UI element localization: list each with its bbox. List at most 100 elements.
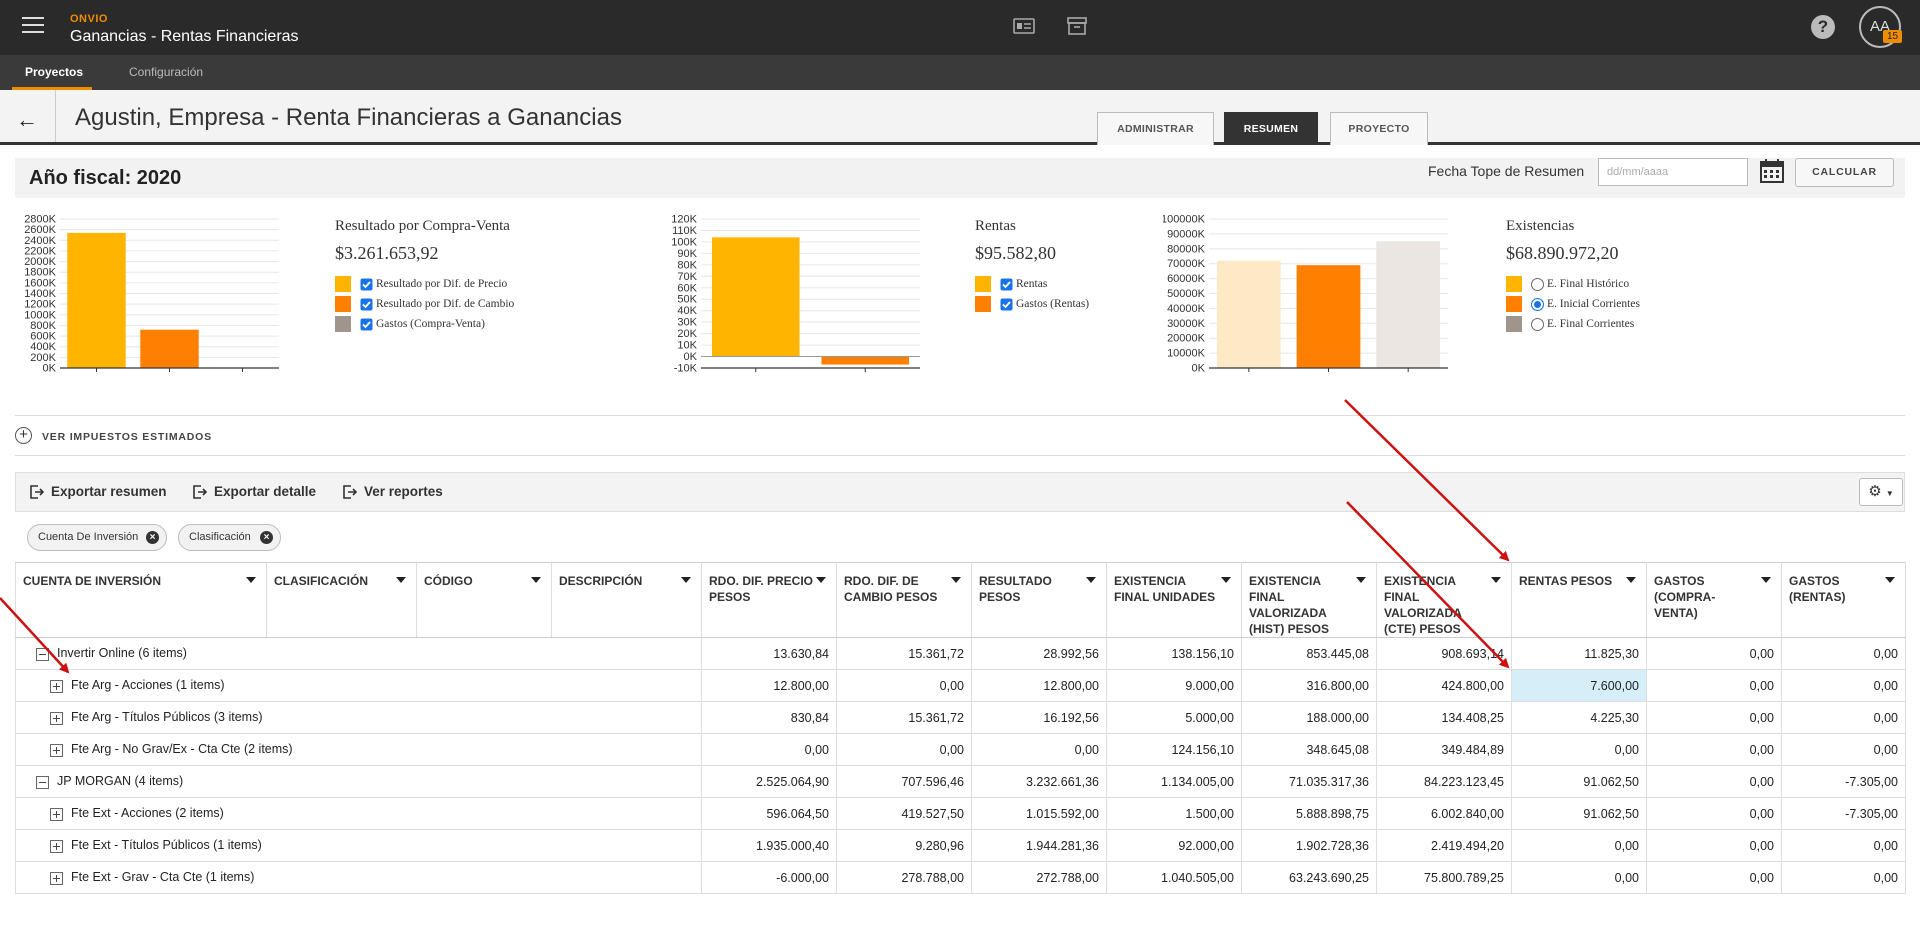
tab-proyecto[interactable]: PROYECTO	[1330, 112, 1428, 145]
subgroup-row[interactable]: Fte Arg - Acciones (1 items) 12.800,00 0,0…	[15, 669, 1906, 702]
table-cell[interactable]: 0,00	[1646, 637, 1782, 670]
table-cell[interactable]: 1.015.592,00	[971, 797, 1107, 830]
legend-item[interactable]: Resultado por Dif. de Precio	[335, 274, 514, 294]
table-cell[interactable]: 0,00	[701, 733, 837, 766]
radio-button[interactable]	[1531, 297, 1544, 311]
table-cell[interactable]: 0,00	[1781, 669, 1906, 702]
tab-administrar[interactable]: ADMINISTRAR	[1097, 112, 1214, 145]
caret-down-icon[interactable]	[1626, 577, 1636, 583]
column-header[interactable]: EXISTENCIA FINAL UNIDADES	[1106, 562, 1242, 638]
table-cell[interactable]: 84.223.123,45	[1376, 765, 1512, 798]
bar[interactable]	[711, 237, 800, 357]
table-cell[interactable]: 596.064,50	[701, 797, 837, 830]
legend-item[interactable]: E. Final Corrientes	[1506, 314, 1640, 334]
table-cell[interactable]: 11.825,30	[1511, 637, 1647, 670]
table-cell[interactable]: 1.935.000,40	[701, 829, 837, 862]
table-cell[interactable]: 0,00	[1511, 861, 1647, 894]
caret-down-icon[interactable]	[681, 577, 691, 583]
checkbox[interactable]	[360, 278, 373, 291]
hamburger-menu-icon[interactable]	[22, 17, 44, 35]
caret-down-icon[interactable]	[1491, 577, 1501, 583]
column-header[interactable]: GASTOS (COMPRA-VENTA)	[1646, 562, 1782, 638]
contact-card-icon[interactable]	[1013, 16, 1035, 36]
caret-down-icon[interactable]	[816, 577, 826, 583]
table-cell[interactable]: 1.134.005,00	[1106, 765, 1242, 798]
table-cell[interactable]: 71.035.317,36	[1241, 765, 1377, 798]
view-reports-button[interactable]: Ver reportes	[343, 484, 443, 499]
checkbox[interactable]	[1000, 298, 1013, 311]
table-cell[interactable]: 16.192,56	[971, 701, 1107, 734]
group-row[interactable]: JP MORGAN (4 items) 2.525.064,90 707.596,4…	[15, 765, 1906, 798]
table-cell[interactable]: 28.992,56	[971, 637, 1107, 670]
expand-icon[interactable]	[50, 871, 63, 885]
table-cell[interactable]: 5.888.898,75	[1241, 797, 1377, 830]
table-cell[interactable]: 92.000,00	[1106, 829, 1242, 862]
bar[interactable]	[1296, 265, 1361, 368]
cutoff-date-input[interactable]: dd/mm/aaaa	[1598, 158, 1748, 186]
table-cell[interactable]: 4.225,30	[1511, 701, 1647, 734]
archive-box-icon[interactable]	[1066, 16, 1088, 36]
table-cell[interactable]: 1.040.505,00	[1106, 861, 1242, 894]
table-cell[interactable]: 1.944.281,36	[971, 829, 1107, 862]
chip-clasificacion[interactable]: Clasificación ×	[178, 524, 281, 551]
collapse-icon[interactable]	[36, 775, 49, 789]
column-header[interactable]: DESCRIPCIÓN	[551, 562, 702, 638]
column-header[interactable]: EXISTENCIA FINAL VALORIZADA (HIST) PESOS	[1241, 562, 1377, 638]
table-cell[interactable]: 91.062,50	[1511, 765, 1647, 798]
legend-item[interactable]: E. Final Histórico	[1506, 274, 1640, 294]
table-cell[interactable]: 63.243.690,25	[1241, 861, 1377, 894]
table-cell[interactable]: 75.800.789,25	[1376, 861, 1512, 894]
caret-down-icon[interactable]	[1221, 577, 1231, 583]
table-cell[interactable]: 0,00	[1781, 829, 1906, 862]
table-cell[interactable]: 13.630,84	[701, 637, 837, 670]
close-icon[interactable]: ×	[260, 531, 273, 544]
help-icon[interactable]: ?	[1811, 15, 1835, 39]
subgroup-row[interactable]: Fte Ext - Grav - Cta Cte (1 items) -6.000…	[15, 861, 1906, 894]
legend-item[interactable]: Resultado por Dif. de Cambio	[335, 294, 514, 314]
ver-impuestos-link[interactable]: VER IMPUESTOS ESTIMADOS	[42, 431, 212, 443]
bar[interactable]	[67, 232, 126, 368]
caret-down-icon[interactable]	[1356, 577, 1366, 583]
caret-down-icon[interactable]	[396, 577, 406, 583]
checkbox[interactable]	[360, 298, 373, 311]
checkbox[interactable]	[360, 318, 373, 331]
radio-button[interactable]	[1531, 317, 1544, 331]
table-cell[interactable]: 9.000,00	[1106, 669, 1242, 702]
legend-item[interactable]: Gastos (Compra-Venta)	[335, 314, 514, 334]
table-cell[interactable]: 278.788,00	[836, 861, 972, 894]
bar[interactable]	[140, 329, 199, 368]
table-cell[interactable]: 9.280,96	[836, 829, 972, 862]
table-cell[interactable]: 0,00	[1646, 765, 1782, 798]
subnav-item-proyectos[interactable]: Proyectos	[25, 65, 84, 79]
legend-item[interactable]: Gastos (Rentas)	[975, 294, 1089, 314]
chip-cuenta-inversion[interactable]: Cuenta De Inversión ×	[27, 524, 167, 551]
column-header[interactable]: EXISTENCIA FINAL VALORIZADA (CTE) PESOS	[1376, 562, 1512, 638]
column-header[interactable]: RESULTADO PESOS	[971, 562, 1107, 638]
table-cell[interactable]: 0,00	[1781, 733, 1906, 766]
caret-down-icon[interactable]	[246, 577, 256, 583]
table-cell[interactable]: 830,84	[701, 701, 837, 734]
table-cell[interactable]: 0,00	[1646, 797, 1782, 830]
bar[interactable]	[1376, 241, 1441, 368]
subgroup-row[interactable]: Fte Arg - Títulos Públicos (3 items) 830,…	[15, 701, 1906, 734]
table-cell[interactable]: 0,00	[1646, 669, 1782, 702]
table-cell[interactable]: 0,00	[1646, 701, 1782, 734]
table-cell[interactable]: 0,00	[1646, 733, 1782, 766]
expand-icon[interactable]	[50, 679, 63, 693]
table-cell[interactable]: -6.000,00	[701, 861, 837, 894]
table-cell[interactable]: 12.800,00	[971, 669, 1107, 702]
column-header[interactable]: GASTOS (RENTAS)	[1781, 562, 1906, 638]
export-summary-button[interactable]: Exportar resumen	[30, 484, 167, 499]
table-cell[interactable]: 2.525.064,90	[701, 765, 837, 798]
table-cell[interactable]: 348.645,08	[1241, 733, 1377, 766]
calculate-button[interactable]: CALCULAR	[1795, 158, 1894, 187]
collapse-icon[interactable]	[36, 647, 49, 661]
table-cell[interactable]: 7.600,00	[1511, 669, 1647, 702]
subgroup-row[interactable]: Fte Ext - Títulos Públicos (1 items) 1.93…	[15, 829, 1906, 862]
table-cell[interactable]: -7.305,00	[1781, 797, 1906, 830]
legend-item[interactable]: E. Inicial Corrientes	[1506, 294, 1640, 314]
table-cell[interactable]: 908.693,14	[1376, 637, 1512, 670]
table-cell[interactable]: 1.902.728,36	[1241, 829, 1377, 862]
table-cell[interactable]: -7.305,00	[1781, 765, 1906, 798]
table-cell[interactable]: 0,00	[1646, 861, 1782, 894]
